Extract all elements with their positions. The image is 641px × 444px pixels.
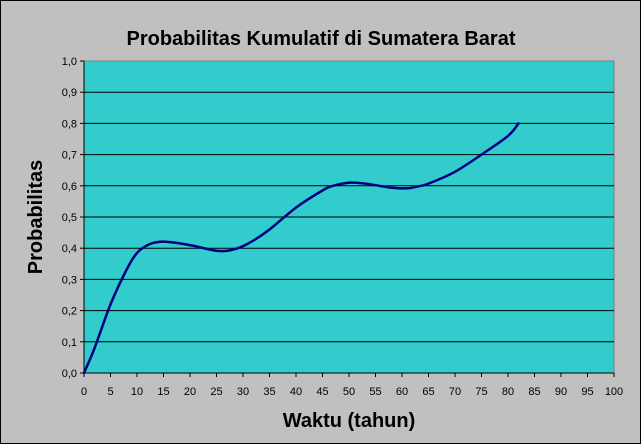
x-tick-label: 20: [184, 386, 196, 398]
x-axis-title: Waktu (tahun): [283, 410, 416, 432]
x-tick-label: 25: [210, 386, 222, 398]
x-tick-label: 70: [449, 386, 461, 398]
y-tick-label: 0,6: [62, 181, 77, 193]
x-tick-label: 95: [581, 386, 593, 398]
y-axis: 0,0 0,1 0,2 0,3 0,4 0,5 0,6 0,7 0,8 0,9 1,0: [62, 56, 85, 380]
x-tick-label: 100: [605, 386, 623, 398]
y-tick-label: 0,3: [62, 274, 77, 286]
y-tick-label: 0,4: [62, 243, 77, 255]
y-tick-label: 1,0: [62, 56, 77, 68]
x-tick-label: 85: [528, 386, 540, 398]
grid-lines: [84, 91, 614, 343]
y-tick-label: 0,5: [62, 212, 77, 224]
y-axis-title: Probabilitas: [25, 160, 47, 274]
x-tick-label: 0: [81, 386, 87, 398]
x-tick-label: 40: [290, 386, 302, 398]
x-tick-label: 75: [475, 386, 487, 398]
x-tick-label: 5: [107, 386, 113, 398]
series-line: [82, 122, 520, 375]
y-tick-label: 0,9: [62, 87, 77, 99]
x-tick-label: 15: [157, 386, 169, 398]
x-tick-label: 45: [316, 386, 328, 398]
y-tick-label: 0,8: [62, 118, 77, 130]
chart-title: Probabilitas Kumulatif di Sumatera Barat: [127, 28, 516, 50]
series-group: [82, 122, 520, 375]
x-tick-label: 90: [555, 386, 567, 398]
x-tick-label: 55: [369, 386, 381, 398]
x-tick-label: 65: [422, 386, 434, 398]
x-tick-label: 50: [343, 386, 355, 398]
x-axis: 0 5 10 15 20 25 30 35 40 45 50 55 60 65 70 75 80 85 90 95 10…: [81, 372, 623, 398]
x-tick-label: 80: [502, 386, 514, 398]
x-tick-label: 35: [263, 386, 275, 398]
y-tick-label: 0,2: [62, 306, 77, 318]
x-tick-label: 30: [237, 386, 249, 398]
x-tick-label: 10: [131, 386, 143, 398]
y-tick-label: 0,1: [62, 337, 77, 349]
x-tick-label: 60: [396, 386, 408, 398]
y-tick-label: 0,7: [62, 150, 77, 162]
y-tick-label: 0,0: [62, 368, 77, 380]
